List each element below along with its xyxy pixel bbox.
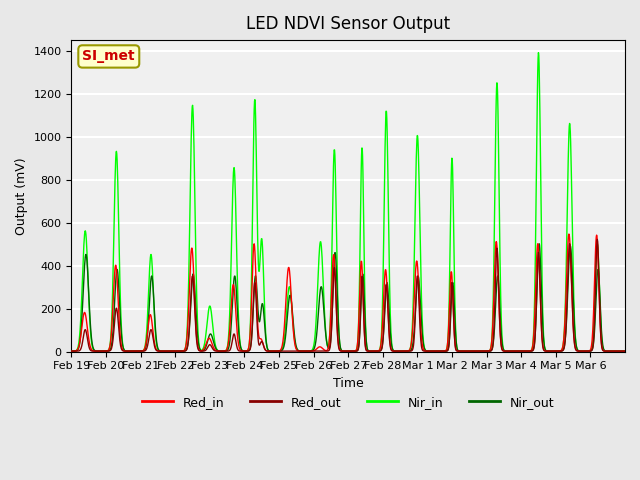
Nir_in: [586, 348, 594, 354]
Title: LED NDVI Sensor Output: LED NDVI Sensor Output: [246, 15, 451, 33]
Nir_out: [586, 348, 594, 354]
Nir_out: [621, 348, 629, 354]
Red_in: [449, 297, 457, 303]
Line: Nir_in: Nir_in: [72, 53, 625, 351]
Nir_in: [621, 348, 629, 354]
Nir_out: [68, 348, 76, 354]
Nir_out: [166, 348, 174, 354]
Nir_out: [465, 348, 473, 354]
Red_out: [593, 237, 601, 242]
Line: Red_out: Red_out: [72, 240, 625, 351]
Nir_out: [535, 241, 543, 247]
Nir_in: [351, 348, 358, 354]
Nir_out: [318, 285, 326, 290]
Nir_in: [534, 50, 542, 56]
Line: Nir_out: Nir_out: [72, 244, 625, 351]
Red_out: [586, 348, 593, 354]
Red_out: [68, 348, 76, 354]
Text: SI_met: SI_met: [83, 49, 135, 63]
Nir_out: [351, 348, 358, 354]
Red_out: [78, 343, 86, 348]
Red_in: [351, 348, 358, 354]
X-axis label: Time: Time: [333, 377, 364, 390]
Red_in: [586, 348, 594, 353]
Line: Red_in: Red_in: [72, 234, 625, 351]
Red_in: [318, 345, 326, 350]
Nir_in: [465, 348, 472, 354]
Red_in: [565, 231, 573, 237]
Red_in: [68, 348, 76, 354]
Red_out: [351, 348, 359, 354]
Nir_in: [166, 348, 174, 354]
Nir_out: [78, 317, 86, 323]
Nir_in: [449, 181, 457, 187]
Red_in: [78, 325, 86, 331]
Nir_in: [68, 348, 76, 354]
Y-axis label: Output (mV): Output (mV): [15, 157, 28, 235]
Nir_out: [449, 280, 457, 286]
Red_out: [621, 348, 629, 354]
Red_out: [166, 348, 173, 354]
Nir_in: [78, 293, 86, 299]
Red_in: [621, 348, 629, 354]
Red_out: [449, 303, 457, 309]
Red_out: [318, 348, 326, 354]
Red_in: [166, 348, 174, 354]
Legend: Red_in, Red_out, Nir_in, Nir_out: Red_in, Red_out, Nir_in, Nir_out: [137, 391, 559, 414]
Red_out: [167, 348, 175, 354]
Red_in: [463, 348, 471, 354]
Nir_in: [318, 249, 326, 254]
